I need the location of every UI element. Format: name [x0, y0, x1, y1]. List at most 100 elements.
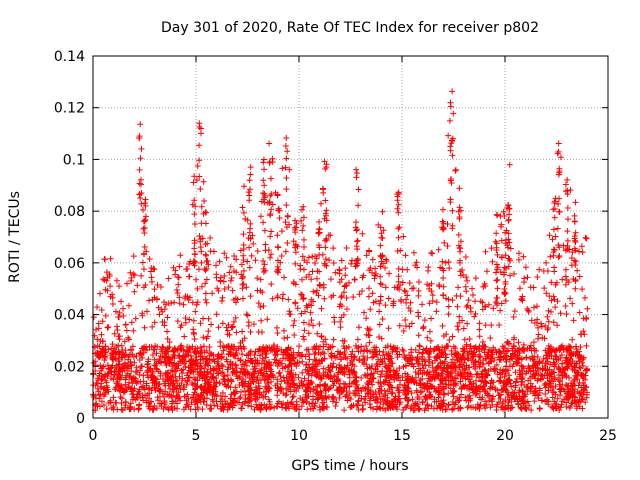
data-point — [150, 376, 157, 383]
data-point — [325, 232, 332, 239]
data-point — [228, 378, 235, 385]
data-point — [193, 177, 200, 184]
data-point — [157, 353, 164, 360]
data-point — [345, 279, 352, 286]
data-point — [519, 293, 526, 300]
data-point — [298, 310, 305, 317]
data-point — [205, 315, 212, 322]
data-point — [523, 354, 530, 361]
data-point — [486, 397, 493, 404]
data-point — [416, 365, 423, 372]
data-point — [131, 288, 138, 295]
data-point — [535, 331, 542, 338]
data-point — [100, 276, 107, 283]
data-point — [272, 382, 279, 389]
data-point — [482, 248, 489, 255]
data-point — [240, 376, 247, 383]
data-point — [254, 359, 261, 366]
data-point — [110, 394, 117, 401]
data-point — [219, 389, 226, 396]
data-point — [419, 301, 426, 308]
data-point — [174, 400, 181, 407]
data-point — [316, 381, 323, 388]
data-point — [275, 370, 282, 377]
data-point — [300, 333, 307, 340]
data-point — [455, 284, 462, 291]
data-point — [454, 303, 461, 310]
data-point — [278, 360, 285, 367]
data-point — [225, 284, 232, 291]
data-point — [364, 354, 371, 361]
y-tick-label: 0.1 — [63, 152, 85, 168]
x-tick-label: 10 — [290, 428, 308, 444]
data-point — [274, 376, 281, 383]
data-point — [509, 390, 516, 397]
data-point — [293, 398, 300, 405]
data-point — [308, 302, 315, 309]
data-point — [230, 318, 237, 325]
data-point — [358, 388, 365, 395]
data-point — [412, 402, 419, 409]
data-point — [198, 364, 205, 371]
data-point — [198, 259, 205, 266]
data-point — [402, 370, 409, 377]
data-point — [534, 273, 541, 280]
data-point — [298, 403, 305, 410]
data-point — [381, 387, 388, 394]
data-point — [362, 399, 369, 406]
data-point — [137, 367, 144, 374]
data-point — [308, 276, 315, 283]
data-point — [93, 326, 100, 333]
data-point — [244, 312, 251, 319]
data-point — [541, 285, 548, 292]
data-point — [421, 407, 428, 414]
data-point — [318, 305, 325, 312]
data-point — [343, 295, 350, 302]
data-point — [493, 406, 500, 413]
data-point — [302, 353, 309, 360]
data-point — [264, 316, 271, 323]
data-point — [207, 235, 214, 242]
data-point — [180, 301, 187, 308]
data-points — [90, 88, 591, 414]
data-point — [363, 331, 370, 338]
data-point — [367, 326, 374, 333]
data-point — [141, 324, 148, 331]
data-point — [515, 339, 522, 346]
data-point — [177, 252, 184, 259]
data-point — [171, 368, 178, 375]
data-point — [552, 391, 559, 398]
data-point — [397, 296, 404, 303]
data-point — [250, 321, 257, 328]
data-point — [513, 375, 520, 382]
y-tick-label: 0.14 — [54, 49, 85, 65]
data-point — [281, 377, 288, 384]
data-point — [175, 281, 182, 288]
data-point — [132, 368, 139, 375]
data-point — [557, 154, 564, 161]
data-point — [103, 406, 110, 413]
data-point — [293, 382, 300, 389]
data-point — [569, 249, 576, 256]
data-point — [252, 257, 259, 264]
data-point — [247, 329, 254, 336]
data-point — [228, 274, 235, 281]
data-point — [269, 201, 276, 208]
data-point — [463, 341, 470, 348]
data-point — [378, 371, 385, 378]
data-point — [577, 343, 584, 350]
data-point — [548, 297, 555, 304]
data-point — [310, 288, 317, 295]
data-point — [309, 253, 316, 260]
data-point — [383, 257, 390, 264]
data-point — [556, 365, 563, 372]
data-point — [179, 370, 186, 377]
data-point — [340, 289, 347, 296]
data-point — [303, 362, 310, 369]
data-point — [580, 362, 587, 369]
data-point — [510, 314, 517, 321]
data-point — [237, 394, 244, 401]
data-point — [567, 187, 574, 194]
data-point — [262, 393, 269, 400]
data-point — [322, 256, 329, 263]
